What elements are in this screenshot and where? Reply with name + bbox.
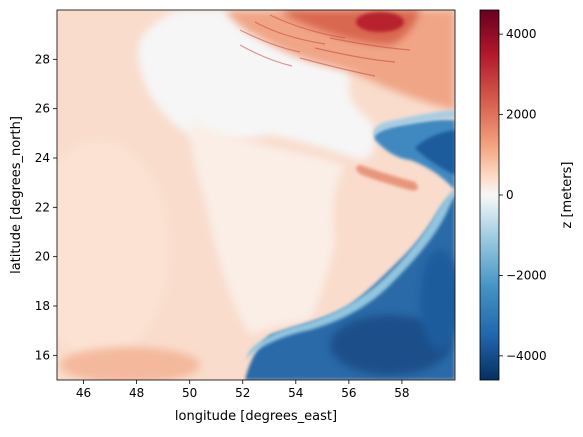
heatmap-area	[57, 10, 455, 380]
colorbar-tick-label: −4000	[506, 349, 547, 363]
gulf-lower	[189, 120, 345, 335]
y-tick-label: 20	[35, 250, 50, 264]
x-tick-label: 54	[288, 386, 303, 400]
oman-mountains	[356, 165, 418, 191]
colorbar-tick-label: 0	[506, 188, 514, 202]
mountain-ridges	[239, 14, 411, 77]
continental-shelf	[245, 188, 455, 360]
y-axis: 16 18 20 22 24 26 28	[35, 52, 57, 362]
zagros-max	[356, 12, 404, 32]
y-tick-label: 24	[35, 151, 50, 165]
y-axis-label: latitude [degrees_north]	[9, 116, 24, 274]
colorbar	[479, 9, 500, 381]
colorbar-axis: −4000 −2000 0 2000 4000	[499, 27, 547, 363]
x-tick-label: 48	[129, 386, 144, 400]
y-tick-label: 28	[35, 52, 50, 66]
x-axis: 46 48 50 52 54 56 58	[76, 380, 410, 400]
abyssal-plain	[330, 315, 450, 375]
y-tick-label: 18	[35, 299, 50, 313]
abyssal-plain-east	[420, 250, 455, 350]
gulf-of-oman-deep	[415, 130, 455, 175]
colorbar-tick-label: −2000	[506, 268, 547, 282]
land-low-west	[57, 140, 170, 360]
gulf-of-oman-shelf	[373, 110, 455, 136]
x-tick-label: 56	[341, 386, 356, 400]
colorbar-tick-label: 4000	[506, 27, 537, 41]
y-tick-label: 22	[35, 200, 50, 214]
plot-frame	[56, 9, 456, 381]
colorbar-tick-label: 2000	[506, 108, 537, 122]
x-tick-label: 52	[235, 386, 250, 400]
land-south-warm	[60, 347, 200, 380]
x-tick-label: 50	[182, 386, 197, 400]
x-tick-label: 46	[76, 386, 91, 400]
colorbar-label: z [meters]	[560, 162, 575, 229]
x-tick-label: 58	[394, 386, 409, 400]
x-axis-label: longitude [degrees_east]	[175, 409, 337, 424]
y-tick-label: 26	[35, 102, 50, 116]
y-tick-label: 16	[35, 348, 50, 362]
